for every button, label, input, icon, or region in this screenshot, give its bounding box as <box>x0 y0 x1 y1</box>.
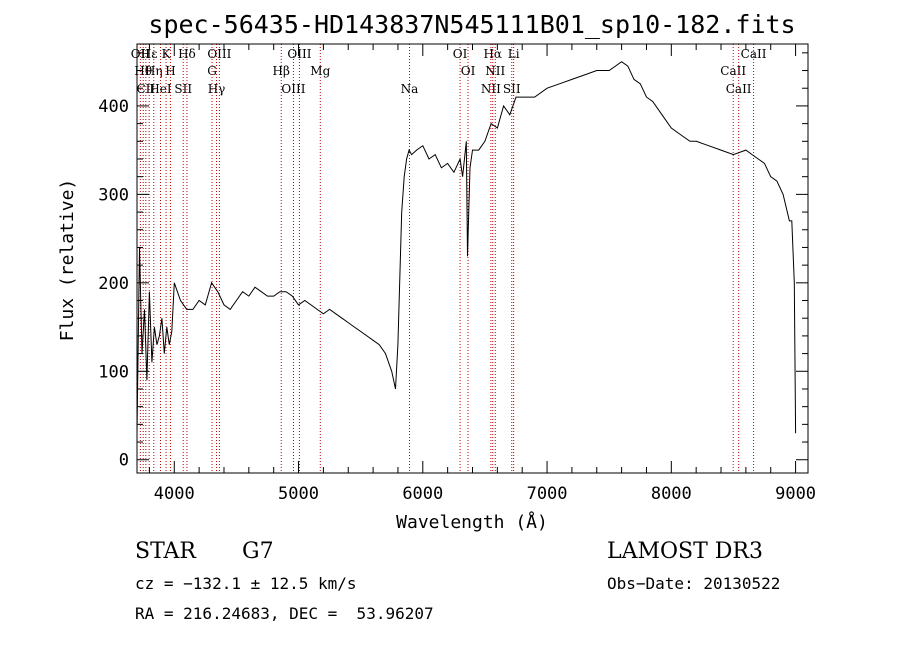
x-tick-label: 4000 <box>154 484 195 504</box>
x-axis-label: Wavelength (Å) <box>396 511 548 533</box>
axis-ticks: 4000 5000 6000 7000 8000 9000 0 100 200 300 400 <box>98 44 816 504</box>
x-tick-label: 5000 <box>278 484 319 504</box>
line-marker-label: Hδ <box>178 47 196 61</box>
y-tick-label: 200 <box>98 274 129 294</box>
plot-frame <box>136 43 809 474</box>
x-tick-label: 9000 <box>775 484 816 504</box>
redshift-cz: cz = −132.1 ± 12.5 km/s <box>135 574 357 593</box>
line-marker-label: NII <box>485 64 505 78</box>
line-markers: OIIHθCIIHεHηHeIKHSIIHδGHγOIIIHβOIIIOIIIM… <box>131 44 767 473</box>
line-marker-label: Na <box>401 82 419 96</box>
line-marker-label: Hθ <box>134 64 152 78</box>
y-tick-label: 400 <box>98 97 129 117</box>
y-axis-label: Flux (relative) <box>57 179 78 342</box>
line-marker-label: Hα <box>483 47 502 61</box>
spectrum-line <box>136 61 797 434</box>
y-tick-label: 0 <box>119 451 129 471</box>
line-marker-label: CaII <box>720 64 746 78</box>
y-tick-label: 100 <box>98 362 129 382</box>
line-marker-label: NII <box>481 82 501 96</box>
obs-date: Obs−Date: 20130522 <box>607 574 781 593</box>
object-subclass: G7 <box>242 539 274 564</box>
spectrum-series <box>136 61 797 434</box>
line-marker-label: OIII <box>287 47 311 61</box>
y-tick-label: 300 <box>98 185 129 205</box>
line-marker-label: SII <box>174 82 192 96</box>
line-marker-label: OI <box>453 47 468 61</box>
line-marker-label: CaII <box>726 82 752 96</box>
line-marker-label: K <box>162 47 172 61</box>
line-marker-label: SII <box>503 82 521 96</box>
x-tick-label: 8000 <box>651 484 692 504</box>
line-marker-label: OIII <box>281 82 305 96</box>
line-marker-label: OI <box>461 64 476 78</box>
line-marker-label: Mg <box>310 64 330 78</box>
line-marker-label: CII <box>136 82 155 96</box>
line-marker-label: Hη <box>145 64 163 78</box>
line-marker-label: HeI <box>149 82 172 96</box>
line-marker-label: G <box>207 64 217 78</box>
x-tick-label: 6000 <box>402 484 443 504</box>
line-marker-label: CaII <box>741 47 767 61</box>
survey-name: LAMOST DR3 <box>607 539 763 564</box>
x-tick-label: 7000 <box>527 484 568 504</box>
ra-dec: RA = 216.24683, DEC = 53.96207 <box>135 604 434 623</box>
line-marker-label: OIII <box>207 47 231 61</box>
line-marker-label: H <box>165 64 175 78</box>
line-marker-label: Hγ <box>208 82 226 96</box>
line-marker-label: Li <box>508 47 520 61</box>
object-class: STAR <box>135 539 196 564</box>
chart-title: spec-56435-HD143837N545111B01_sp10-182.f… <box>148 10 795 39</box>
line-marker-label: Hβ <box>273 64 290 78</box>
